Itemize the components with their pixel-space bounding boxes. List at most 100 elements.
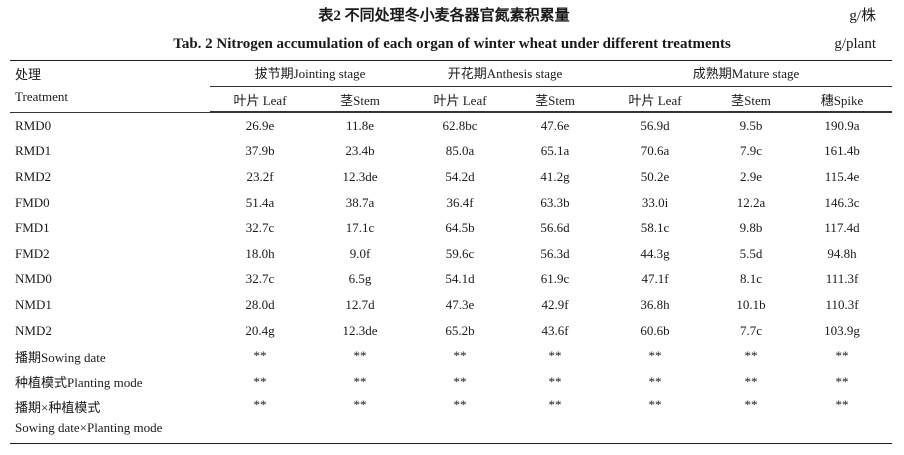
table-cell: ** bbox=[310, 394, 411, 444]
col-header: 茎Stem bbox=[310, 87, 411, 112]
table-cell: ** bbox=[648, 348, 662, 364]
stage-header-mature: 成熟期Mature stage bbox=[600, 60, 893, 87]
table-cell: 44.3g bbox=[640, 245, 670, 261]
row-name: RMD0 bbox=[15, 117, 52, 133]
table-cell: 7.7c bbox=[740, 322, 763, 338]
table-cell: 56.3d bbox=[540, 245, 570, 261]
table-cell: 110.3f bbox=[825, 296, 859, 312]
row-name: FMD2 bbox=[15, 245, 50, 261]
table-cell: 61.9c bbox=[540, 271, 570, 287]
table-row: NMD0 32.7c 6.5g 54.1d 61.9c 47.1f 8.1c 111.3f bbox=[10, 267, 892, 293]
table-cell: 54.2d bbox=[445, 168, 475, 184]
unit-en: g/plant bbox=[834, 36, 876, 52]
col-header: 茎Stem bbox=[510, 87, 601, 112]
table-cell: 36.4f bbox=[446, 194, 474, 210]
table-cell: ** bbox=[353, 373, 367, 389]
table-row: RMD0 26.9e 11.8e 62.8bc 47.6e 56.9d 9.5b 190.9a bbox=[10, 113, 892, 139]
table-cell: 6.5g bbox=[348, 271, 372, 287]
table-row: FMD2 18.0h 9.0f 59.6c 56.3d 44.3g 5.5d 94.8h bbox=[10, 241, 892, 267]
table-cell: 94.8h bbox=[827, 245, 857, 261]
table-cell: 47.6e bbox=[540, 117, 570, 133]
col-header: 叶片 Leaf bbox=[210, 87, 310, 112]
table-cell: 23.4b bbox=[345, 143, 375, 159]
table-cell: ** bbox=[648, 373, 662, 389]
interaction-name-en: Sowing date×Planting mode bbox=[15, 419, 163, 435]
table-cell: 23.2f bbox=[246, 168, 274, 184]
table-cell: 18.0h bbox=[245, 245, 275, 261]
table-cell: ** bbox=[600, 394, 711, 444]
table-cell: 56.6d bbox=[540, 220, 570, 236]
row-name: 种植模式Planting mode bbox=[15, 375, 143, 391]
table-row: RMD1 37.9b 23.4b 85.0a 65.1a 70.6a 7.9c 161.4b bbox=[10, 139, 892, 165]
table-cell: 59.6c bbox=[445, 245, 475, 261]
table-cell: 65.1a bbox=[540, 143, 570, 159]
table-cell: 190.9a bbox=[824, 117, 860, 133]
table-cell: 85.0a bbox=[445, 143, 475, 159]
row-name: 播期×种植模式 Sowing date×Planting mode bbox=[10, 394, 210, 444]
row-name: RMD1 bbox=[15, 143, 52, 159]
table-cell: 12.3de bbox=[342, 322, 378, 338]
table-cell: 17.1c bbox=[345, 220, 375, 236]
table-cell: 111.3f bbox=[825, 271, 859, 287]
table-cell: ** bbox=[835, 373, 849, 389]
unit-cn: g/株 bbox=[849, 8, 876, 24]
table-cell: 56.9d bbox=[640, 117, 670, 133]
table-cell: 63.3b bbox=[540, 194, 570, 210]
treatment-header: 处理 Treatment bbox=[10, 60, 210, 112]
table-cell: 8.1c bbox=[740, 271, 763, 287]
table-cell: 117.4d bbox=[824, 220, 860, 236]
table-cell: ** bbox=[453, 373, 467, 389]
table-cell: 41.2g bbox=[540, 168, 570, 184]
table-cell: ** bbox=[744, 373, 758, 389]
table-cell: ** bbox=[253, 348, 267, 364]
col-header: 茎Stem bbox=[710, 87, 793, 112]
row-name: RMD2 bbox=[15, 168, 52, 184]
table-cell: ** bbox=[410, 394, 511, 444]
table-cell: ** bbox=[710, 394, 793, 444]
table-cell: 47.3e bbox=[445, 296, 475, 312]
table-cell: 103.9g bbox=[824, 322, 860, 338]
table-cell: ** bbox=[453, 348, 467, 364]
table-cell: 9.0f bbox=[349, 245, 371, 261]
treatment-header-cn: 处理 bbox=[15, 67, 42, 83]
table-cell: 65.2b bbox=[445, 322, 475, 338]
table-row: FMD1 32.7c 17.1c 64.5b 56.6d 58.1c 9.8b 117.4d bbox=[10, 215, 892, 241]
table-cell: 26.9e bbox=[245, 117, 275, 133]
table-cell: 28.0d bbox=[245, 296, 275, 312]
table-cell: ** bbox=[548, 348, 562, 364]
table-cell: 115.4e bbox=[824, 168, 860, 184]
table-row: NMD2 20.4g 12.3de 65.2b 43.6f 60.6b 7.7c 103.9g bbox=[10, 318, 892, 344]
row-name: NMD2 bbox=[15, 322, 52, 338]
table-cell: 12.7d bbox=[345, 296, 375, 312]
table-cell: 11.8e bbox=[345, 117, 375, 133]
table-cell: 58.1c bbox=[640, 220, 670, 236]
table-title-cn: 表2 不同处理冬小麦各器官氮素积累量 g/株 bbox=[0, 4, 904, 28]
treatment-header-en: Treatment bbox=[15, 89, 68, 105]
table-cell: 12.2a bbox=[736, 194, 766, 210]
table-cell: 62.8bc bbox=[442, 117, 478, 133]
table-cell: 20.4g bbox=[245, 322, 275, 338]
table-cell: ** bbox=[253, 373, 267, 389]
table-cell: ** bbox=[548, 373, 562, 389]
table-row: FMD0 51.4a 38.7a 36.4f 63.3b 33.0i 12.2a 146.3c bbox=[10, 190, 892, 216]
table-cell: 5.5d bbox=[739, 245, 763, 261]
header-row-organs: 叶片 Leaf 茎Stem 叶片 Leaf 茎Stem 叶片 Leaf 茎Ste… bbox=[10, 87, 893, 112]
table-cell: 146.3c bbox=[824, 194, 860, 210]
table-cell: 37.9b bbox=[245, 143, 275, 159]
row-name: NMD0 bbox=[15, 271, 52, 287]
row-name: FMD0 bbox=[15, 194, 50, 210]
table-row: 种植模式Planting mode ** ** ** ** ** ** ** bbox=[10, 369, 892, 395]
table-row: NMD1 28.0d 12.7d 47.3e 42.9f 36.8h 10.1b 110.3f bbox=[10, 292, 892, 318]
table-cell: 9.8b bbox=[739, 220, 763, 236]
col-header: 叶片 Leaf bbox=[410, 87, 511, 112]
header-bottom-rule bbox=[10, 111, 893, 113]
table-cell: 42.9f bbox=[541, 296, 569, 312]
table-cell: ** bbox=[744, 348, 758, 364]
table-cell: 43.6f bbox=[541, 322, 569, 338]
table-cell: ** bbox=[210, 394, 310, 444]
table-cell: 54.1d bbox=[445, 271, 475, 287]
table-cell: ** bbox=[792, 394, 893, 444]
table-cell: 32.7c bbox=[245, 271, 275, 287]
row-name: FMD1 bbox=[15, 220, 50, 236]
table-cell: 38.7a bbox=[345, 194, 375, 210]
